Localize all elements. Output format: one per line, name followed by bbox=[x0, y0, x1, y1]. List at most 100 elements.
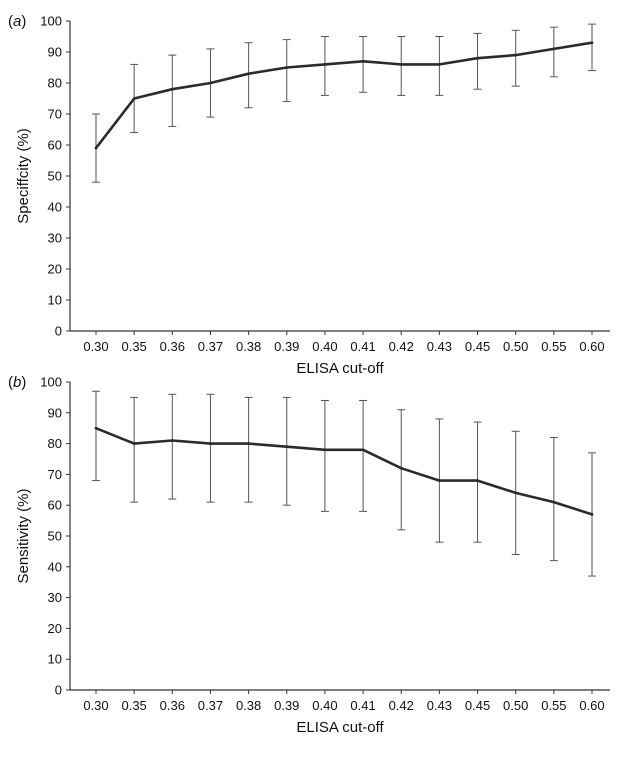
data-point bbox=[132, 442, 136, 445]
y-tick-label: 60 bbox=[48, 138, 62, 153]
panel-label: (b) bbox=[8, 374, 26, 391]
x-tick-label: 0.36 bbox=[160, 698, 185, 713]
error-bar bbox=[397, 409, 406, 531]
data-point bbox=[323, 448, 327, 452]
data-point bbox=[590, 41, 594, 44]
y-tick-label: 30 bbox=[48, 231, 62, 246]
data-point bbox=[209, 442, 212, 445]
data-point bbox=[323, 63, 327, 66]
y-tick-label: 50 bbox=[48, 529, 62, 544]
y-tick-label: 10 bbox=[48, 293, 62, 308]
x-tick-label: 0.38 bbox=[236, 339, 261, 354]
x-tick-label: 0.41 bbox=[350, 339, 375, 354]
y-axis-title: Speciffcity (%) bbox=[15, 128, 32, 224]
x-tick-label: 0.30 bbox=[83, 698, 108, 713]
x-tick-label: 0.35 bbox=[121, 698, 146, 713]
data-point bbox=[361, 60, 365, 63]
y-tick-label: 90 bbox=[48, 405, 62, 420]
y-tick-label: 70 bbox=[48, 467, 62, 482]
y-tick-label: 80 bbox=[48, 436, 62, 451]
data-point bbox=[285, 445, 289, 448]
data-point bbox=[285, 66, 289, 69]
data-point bbox=[476, 479, 479, 482]
error-bar bbox=[549, 26, 558, 78]
error-bar bbox=[282, 39, 291, 103]
error-bar bbox=[320, 399, 329, 512]
data-point bbox=[552, 47, 556, 51]
x-tick-label: 0.37 bbox=[198, 339, 223, 354]
data-point bbox=[247, 442, 250, 445]
data-point bbox=[209, 81, 212, 85]
panel-b: 0 10 20 30 40 50 60 70 80 90 100 0.30 0.35 0.36 0.37 0.… bbox=[8, 374, 610, 736]
data-point bbox=[361, 448, 365, 452]
data-point bbox=[94, 146, 98, 150]
y-tick-label: 50 bbox=[48, 169, 62, 184]
y-tick-label: 0 bbox=[55, 324, 62, 339]
x-tick-label: 0.35 bbox=[121, 339, 146, 354]
y-tick-label: 30 bbox=[48, 590, 62, 605]
error-bar bbox=[549, 436, 558, 562]
series-line bbox=[94, 41, 594, 150]
data-point bbox=[132, 97, 136, 100]
data-point bbox=[476, 56, 479, 60]
y-tick-label: 100 bbox=[40, 14, 62, 29]
y-tick-label: 100 bbox=[40, 375, 62, 390]
x-tick-label: 0.39 bbox=[274, 698, 299, 713]
y-tick-label: 20 bbox=[48, 621, 62, 636]
x-tick-label: 0.43 bbox=[427, 698, 452, 713]
y-tick-label: 80 bbox=[48, 76, 62, 91]
error-bar bbox=[359, 399, 368, 512]
error-bar bbox=[244, 396, 253, 503]
panel-letter: b bbox=[13, 374, 21, 391]
data-point bbox=[438, 63, 441, 66]
x-tick-label: 0.37 bbox=[198, 698, 223, 713]
error-bar bbox=[168, 393, 177, 500]
error-bar bbox=[588, 23, 596, 72]
data-point bbox=[514, 491, 517, 495]
x-tick-label: 0.60 bbox=[579, 339, 604, 354]
x-tick-label: 0.36 bbox=[160, 339, 185, 354]
error-bar bbox=[282, 396, 291, 506]
error-bar bbox=[92, 390, 100, 482]
panel-letter: a bbox=[13, 13, 21, 30]
data-point bbox=[438, 479, 441, 482]
y-tick-label: 20 bbox=[48, 262, 62, 277]
data-point bbox=[171, 87, 174, 91]
error-bar bbox=[359, 36, 368, 93]
y-tick-label: 40 bbox=[48, 200, 62, 215]
x-tick-label: 0.55 bbox=[541, 339, 566, 354]
x-tick-label: 0.40 bbox=[312, 339, 337, 354]
error-bar bbox=[244, 42, 253, 109]
x-tick-label: 0.42 bbox=[389, 339, 414, 354]
series-line bbox=[94, 426, 594, 516]
y-tick-label: 10 bbox=[48, 652, 62, 667]
x-tick-label: 0.45 bbox=[465, 698, 490, 713]
x-axis-title: ELISA cut-off bbox=[296, 360, 384, 377]
error-bar bbox=[130, 396, 139, 503]
y-tick-label: 0 bbox=[55, 683, 62, 698]
error-bar bbox=[511, 29, 520, 87]
error-bar bbox=[397, 36, 406, 96]
y-tick-label: 70 bbox=[48, 107, 62, 122]
x-tick-label: 0.43 bbox=[427, 339, 452, 354]
data-point bbox=[171, 439, 174, 442]
x-tick-label: 0.38 bbox=[236, 698, 261, 713]
x-tick-label: 0.42 bbox=[389, 698, 414, 713]
x-tick-label: 0.30 bbox=[83, 339, 108, 354]
x-axis-title: ELISA cut-off bbox=[296, 719, 384, 736]
x-tick-label: 0.45 bbox=[465, 339, 490, 354]
x-tick-label: 0.40 bbox=[312, 698, 337, 713]
y-axis-title: Sensitivity (%) bbox=[15, 488, 32, 583]
error-bar bbox=[168, 54, 177, 127]
x-tick-label: 0.50 bbox=[503, 698, 528, 713]
data-point bbox=[514, 53, 517, 57]
y-tick-label: 60 bbox=[48, 498, 62, 513]
data-point bbox=[94, 426, 98, 430]
panel-label: (a) bbox=[8, 13, 26, 30]
data-point bbox=[590, 513, 594, 516]
error-bar bbox=[435, 36, 444, 96]
x-tick-label: 0.39 bbox=[274, 339, 299, 354]
error-bar bbox=[473, 32, 482, 90]
